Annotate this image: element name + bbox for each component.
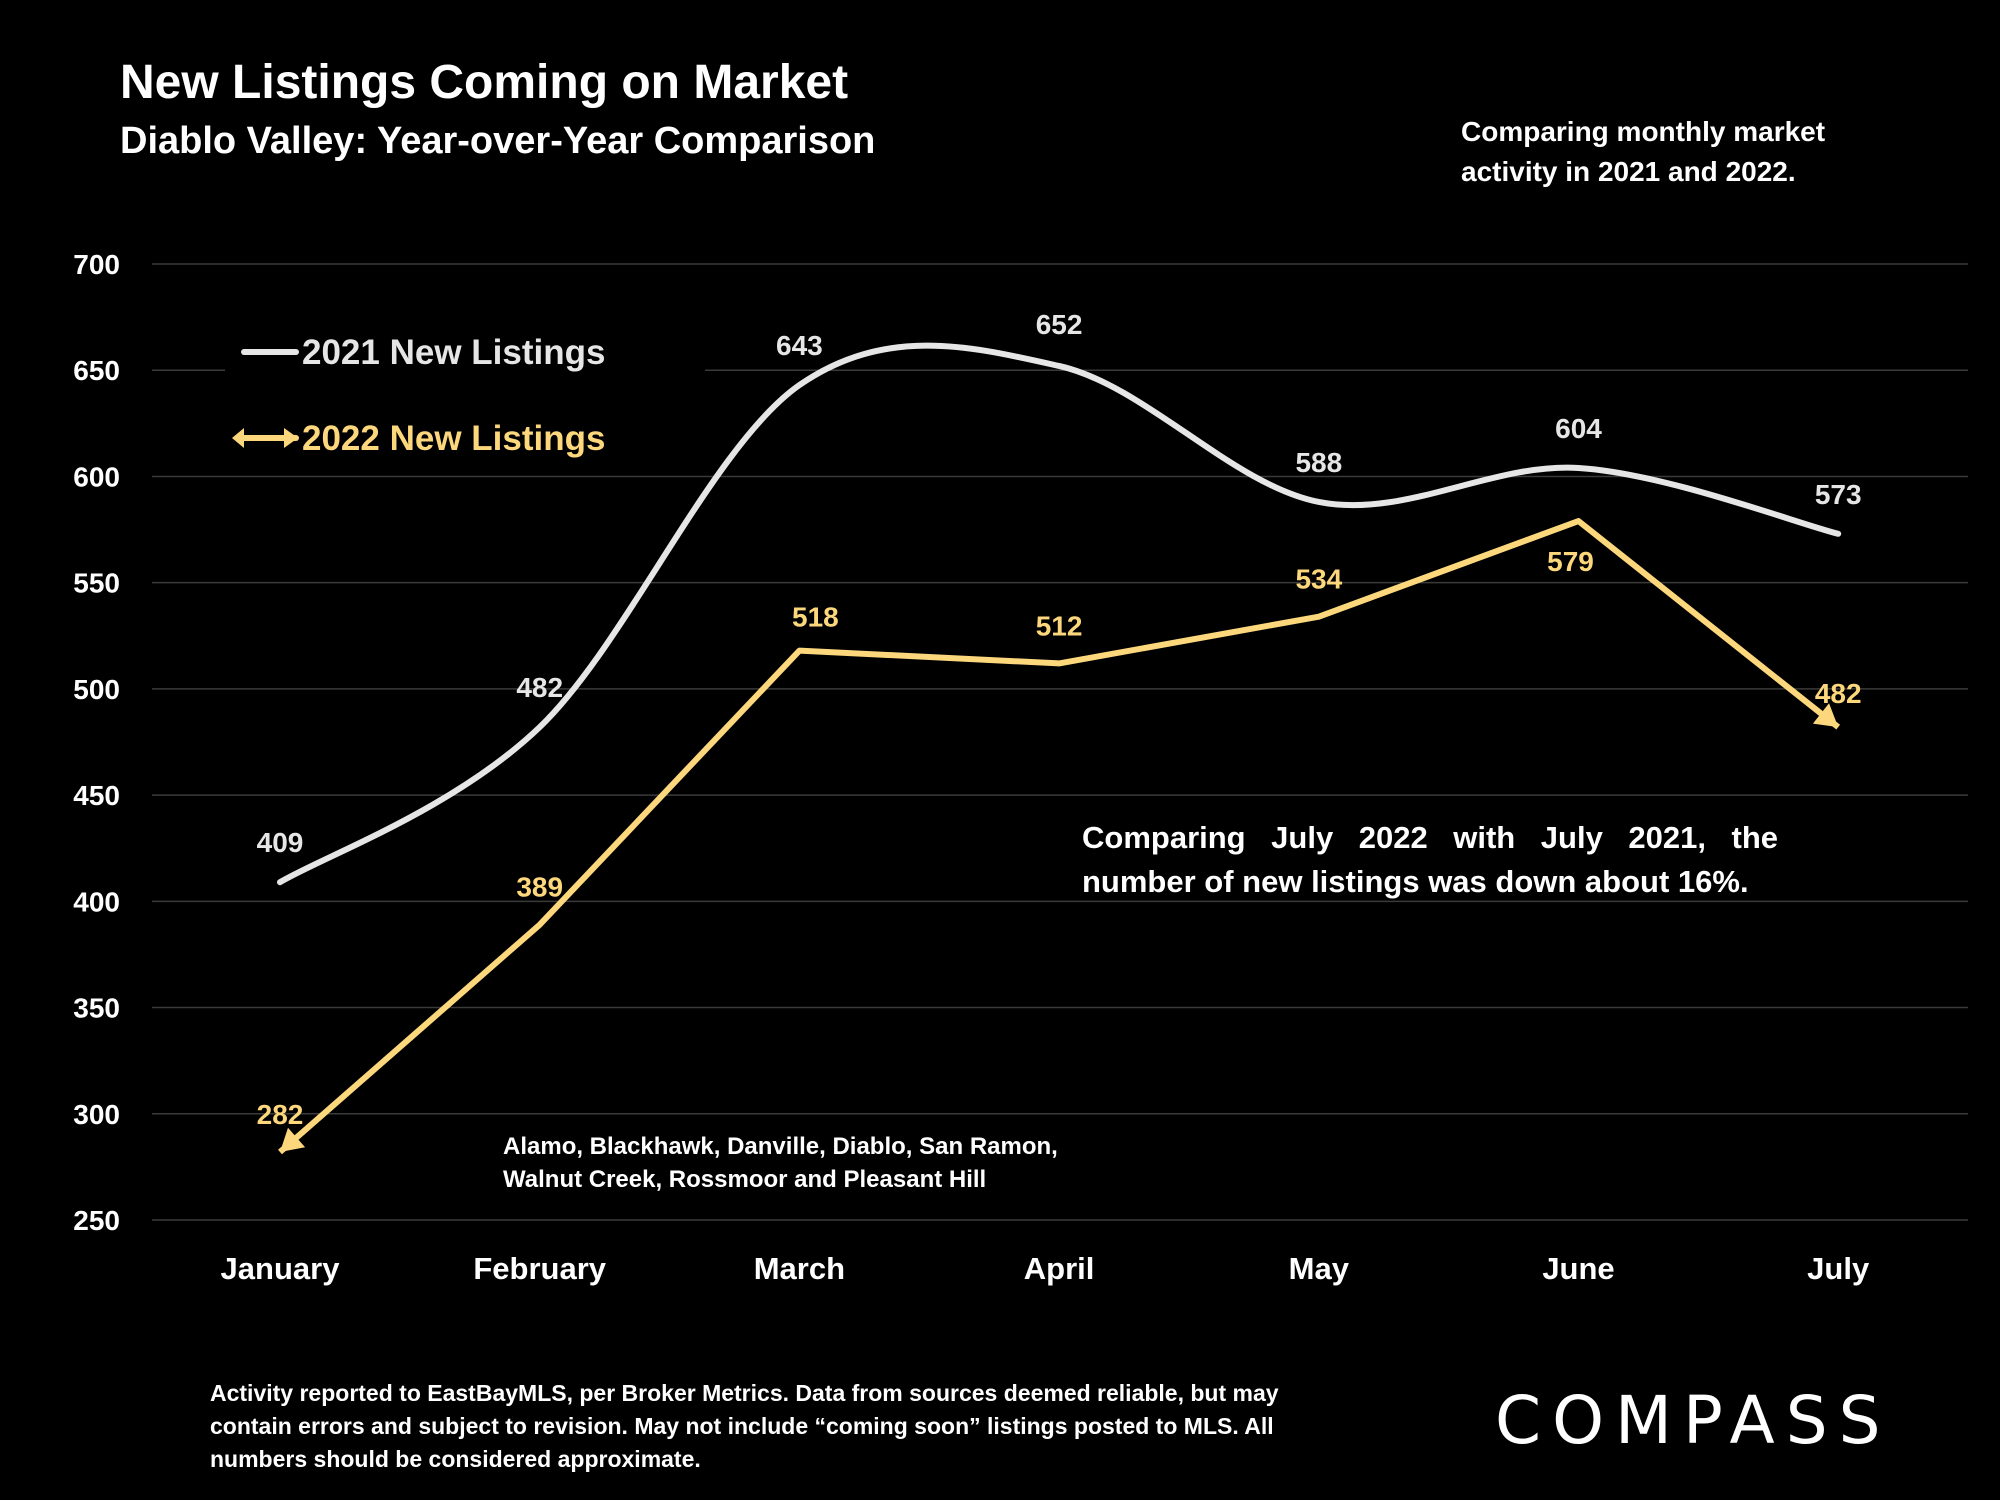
data-label: 573 [1815, 479, 1862, 510]
chart-title: New Listings Coming on Market [120, 56, 849, 109]
y-tick-label: 650 [73, 355, 120, 386]
legend-marker-right [284, 428, 298, 448]
y-tick-label: 450 [73, 780, 120, 811]
legend-label: 2021 New Listings [302, 333, 605, 372]
y-tick-label: 550 [73, 568, 120, 599]
legend-marker-left [232, 428, 244, 448]
x-tick-label: July [1807, 1251, 1870, 1286]
data-label: 512 [1036, 610, 1083, 641]
x-tick-label: March [754, 1251, 845, 1286]
data-label: 409 [257, 827, 304, 858]
legend-label: 2022 New Listings [302, 419, 605, 458]
comparison-note: Comparing monthly market activity in 202… [1461, 116, 1826, 187]
data-label: 579 [1547, 546, 1594, 577]
series-line-2021 [277, 342, 1842, 886]
y-tick-label: 400 [73, 886, 120, 917]
regions-note: Alamo, Blackhawk, Danville, Diablo, San … [503, 1133, 1058, 1193]
y-tick-label: 350 [73, 993, 120, 1024]
data-label: 652 [1036, 309, 1083, 340]
x-tick-label: June [1542, 1251, 1614, 1286]
source-footnote: Activity reported to EastBayMLS, per Bro… [210, 1380, 1279, 1472]
data-label: 534 [1295, 564, 1342, 595]
data-label: 643 [776, 330, 823, 361]
y-tick-label: 700 [73, 249, 120, 280]
chart-subtitle: Diablo Valley: Year-over-Year Comparison [120, 120, 876, 162]
series-line-2022 [278, 518, 1841, 1155]
data-label: 588 [1295, 447, 1342, 478]
data-label: 282 [257, 1099, 304, 1130]
x-tick-label: February [473, 1251, 606, 1286]
y-tick-label: 500 [73, 674, 120, 705]
series-end-marker [1812, 703, 1839, 728]
data-label: 604 [1555, 413, 1602, 444]
callout-annotation: Comparing July 2022 with July 2021, the … [1082, 820, 1778, 899]
data-label: 518 [792, 602, 839, 633]
x-tick-label: January [221, 1251, 341, 1286]
data-label: 482 [516, 672, 563, 703]
y-tick-label: 300 [73, 1099, 120, 1130]
data-label: 482 [1815, 678, 1862, 709]
x-tick-label: April [1024, 1251, 1095, 1286]
y-tick-label: 600 [73, 461, 120, 492]
y-tick-label: 250 [73, 1205, 120, 1236]
x-tick-label: May [1289, 1251, 1350, 1286]
compass-logo: COMPASS [1495, 1382, 1892, 1459]
series-start-marker [280, 1127, 306, 1153]
data-label: 389 [516, 872, 563, 903]
